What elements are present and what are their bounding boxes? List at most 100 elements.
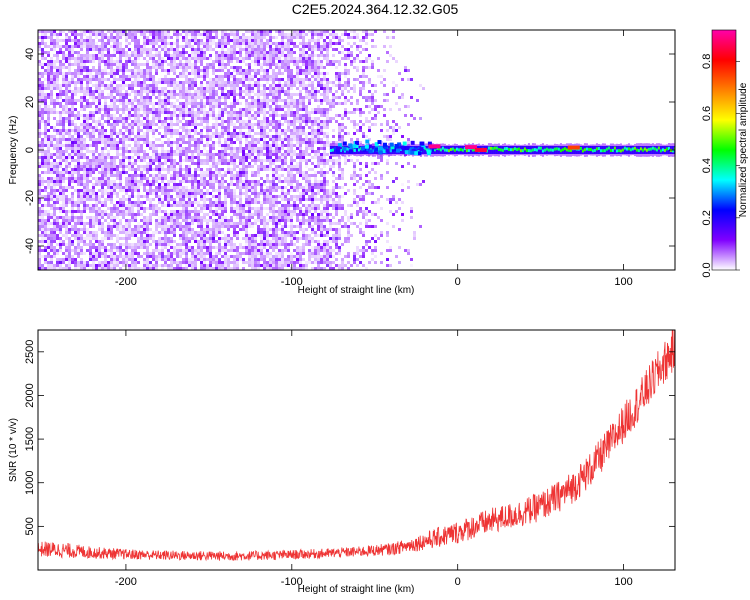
heatmap-cell [182,177,185,180]
heatmap-cell [206,102,209,105]
heatmap-cell [233,78,236,81]
heatmap-cell [137,30,140,33]
heatmap-cell [59,195,62,198]
heatmap-cell [257,36,260,39]
heatmap-cell [179,192,182,195]
heatmap-cell [164,213,167,216]
heatmap-cell [68,120,71,123]
heatmap-cell [164,105,167,108]
heatmap-cell [92,189,95,192]
heatmap-cell [206,84,209,87]
heatmap-cell [80,144,83,147]
heatmap-cell [131,267,134,270]
heatmap-cell [245,168,248,171]
heatmap-cell [194,72,197,75]
heatmap-cell [134,30,137,33]
heatmap-cell [122,120,125,123]
heatmap-cell [260,138,263,141]
heatmap-cell [101,60,104,63]
heatmap-cell [248,129,251,132]
heatmap-cell [95,129,98,132]
heatmap-cell [44,138,47,141]
heatmap-cell [86,192,89,195]
heatmap-cell [56,237,59,240]
heatmap-cell [230,210,233,213]
heatmap-cell [188,210,191,213]
heatmap-cell [272,36,275,39]
heatmap-cell [248,144,251,147]
heatmap-cell [188,180,191,183]
heatmap-cell [182,51,185,54]
heatmap-cell [80,147,83,150]
heatmap-cell [245,159,248,162]
heatmap-cell [251,105,254,108]
heatmap-cell [155,261,158,264]
heatmap-cell [41,255,44,258]
heatmap-cell [116,150,119,153]
heatmap-cell [212,174,215,177]
heatmap-cell [194,138,197,141]
heatmap-cell [95,105,98,108]
heatmap-cell [80,177,83,180]
heatmap-cell [236,249,239,252]
heatmap-cell [131,120,134,123]
heatmap-cell [158,231,161,234]
heatmap-cell [257,57,260,60]
heatmap-cell [80,129,83,132]
heatmap-cell [149,162,152,165]
heatmap-cell [182,204,185,207]
heatmap-cell [137,39,140,42]
heatmap-cell [182,249,185,252]
heatmap-cell [233,36,236,39]
heatmap-cell [59,111,62,114]
heatmap-cell [233,90,236,93]
heatmap-cell [176,249,179,252]
heatmap-cell [77,195,80,198]
heatmap-cell [41,189,44,192]
heatmap-cell [170,63,173,66]
heatmap-cell [233,177,236,180]
heatmap-cell [74,93,77,96]
heatmap-cell [95,87,98,90]
heatmap-cell [245,135,248,138]
heatmap-cell [194,144,197,147]
heatmap-cell [221,39,224,42]
heatmap-cell [128,108,131,111]
heatmap-cell [47,228,50,231]
heatmap-cell [215,30,218,33]
heatmap-cell [146,120,149,123]
heatmap-cell [188,42,191,45]
heatmap-cell [89,174,92,177]
heatmap-cell [212,177,215,180]
heatmap-cell [218,198,221,201]
heatmap-cell [74,108,77,111]
heatmap-cell [74,246,77,249]
heatmap-cell [41,165,44,168]
heatmap-cell [176,264,179,267]
heatmap-cell [233,93,236,96]
heatmap-cell [212,159,215,162]
heatmap-cell [272,90,275,93]
heatmap-cell [230,246,233,249]
heatmap-cell [62,39,65,42]
heatmap-cell [260,36,263,39]
heatmap-cell [59,159,62,162]
heatmap-cell [176,168,179,171]
heatmap-cell [71,114,74,117]
heatmap-cell [170,195,173,198]
heatmap-cell [176,183,179,186]
heatmap-cell [38,150,41,153]
heatmap-cell [95,159,98,162]
heatmap-cell [116,51,119,54]
heatmap-cell [128,132,131,135]
heatmap-cell [203,252,206,255]
heatmap-cell [113,234,116,237]
heatmap-cell [263,261,266,264]
heatmap-cell [209,219,212,222]
heatmap-cell [116,216,119,219]
heatmap-cell [92,117,95,120]
heatmap-cell [272,135,275,138]
heatmap-cell [179,228,182,231]
heatmap-cell [230,48,233,51]
heatmap-cell [194,201,197,204]
